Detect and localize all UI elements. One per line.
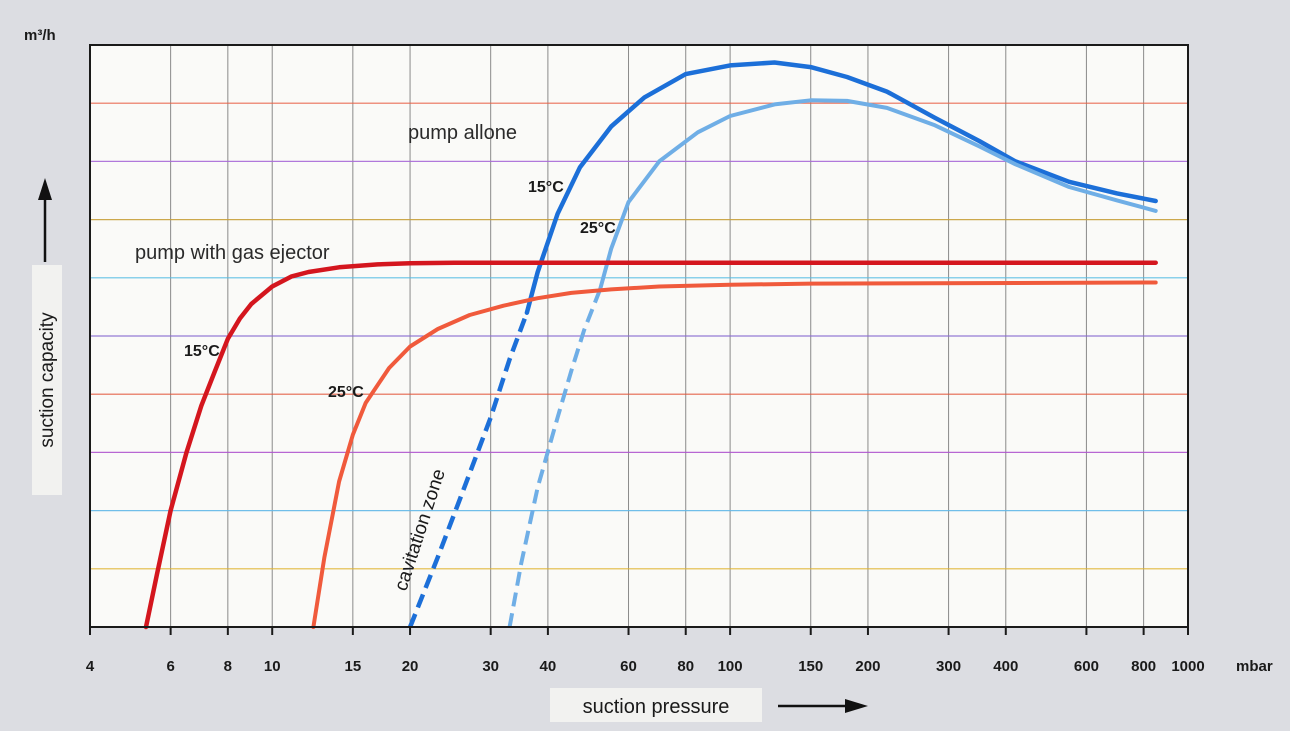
series-ejector-25 <box>311 280 1158 629</box>
x-tick-label: 80 <box>677 658 694 675</box>
x-tick-label: 60 <box>620 658 637 675</box>
x-axis-title-bg <box>550 688 762 722</box>
y-unit-label: m³/h <box>24 27 56 44</box>
x-tick-label: 800 <box>1131 658 1156 675</box>
annotation-pump-with-ejector: pump with gas ejector <box>135 242 330 264</box>
x-tick-label: 40 <box>540 658 557 675</box>
label-15c-pump-alone: 15°C <box>528 179 564 196</box>
x-tick-label: 15 <box>345 658 362 675</box>
series-alone-25 <box>598 98 1158 292</box>
x-tick-label: 300 <box>936 658 961 675</box>
plot-frame <box>89 44 1189 628</box>
y-axis-title: suction capacity <box>37 312 58 448</box>
x-tick-label: 1000 <box>1171 658 1204 675</box>
x-tick-label: 30 <box>482 658 499 675</box>
x-axis-title-group: suction pressure <box>550 688 868 722</box>
x-tick-label: 10 <box>264 658 281 675</box>
series-alone-15 <box>524 60 1158 315</box>
series-alone-25-cavitation <box>507 288 602 628</box>
x-tick-label: 100 <box>718 658 743 675</box>
y-axis-title-group: suction capacity <box>32 178 62 495</box>
series-ejector-15 <box>143 260 1158 630</box>
label-15c-ejector: 15°C <box>184 343 220 360</box>
x-unit-label: mbar <box>1236 658 1273 675</box>
x-tick-label: 150 <box>798 658 823 675</box>
x-tick-label: 400 <box>993 658 1018 675</box>
x-axis-title: suction pressure <box>583 696 730 718</box>
x-tick-label: 4 <box>86 658 95 675</box>
annotation-pump-alone: pump allone <box>408 122 517 144</box>
x-tick-label: 600 <box>1074 658 1099 675</box>
x-tick-label: 20 <box>402 658 419 675</box>
x-tick-label: 8 <box>224 658 232 675</box>
y-axis-title-bg <box>32 265 62 495</box>
x-tick-label: 6 <box>166 658 174 675</box>
y-axis-arrow-head <box>38 178 52 200</box>
x-tick-label: 200 <box>855 658 880 675</box>
x-axis-arrow-head <box>845 699 868 713</box>
label-25c-ejector: 25°C <box>328 384 364 401</box>
label-25c-pump-alone: 25°C <box>580 220 616 237</box>
